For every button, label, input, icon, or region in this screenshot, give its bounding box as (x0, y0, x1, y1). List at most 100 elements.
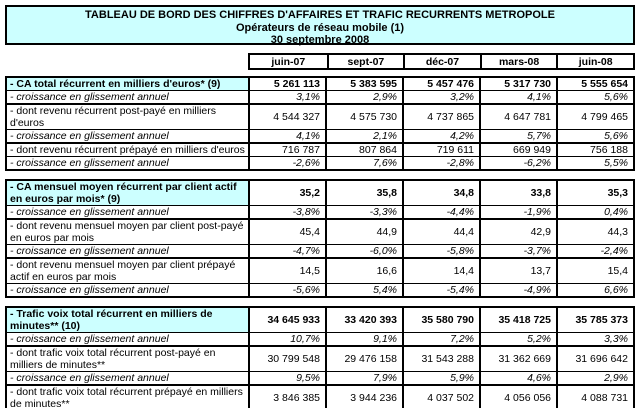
value-cell: 2,1% (325, 130, 402, 142)
row-label: - dont revenu mensuel moyen par client p… (10, 220, 244, 244)
row-label: - dont revenu récurrent prépayé en milli… (10, 144, 245, 156)
value-cell: 4,2% (402, 130, 479, 142)
value-cell: 669 949 (479, 144, 556, 156)
row-label: - croissance en glissement annuel (10, 130, 169, 142)
value-cell: 5 383 595 (325, 78, 402, 90)
value-cell: -2,8% (402, 157, 479, 169)
row-label: - dont trafic voix total récurrent post-… (10, 347, 216, 371)
value-cell: 44,9 (325, 220, 402, 244)
value-cell: 5,4% (325, 284, 402, 296)
column-header-juin-08: juin-08 (556, 55, 633, 68)
value-cell: 5,6% (556, 91, 633, 103)
value-cell: 7,6% (325, 157, 402, 169)
row-label: - croissance en glissement annuel (10, 206, 169, 218)
value-cell: 31 362 669 (479, 347, 556, 371)
value-cell: 5 555 654 (556, 78, 633, 90)
value-cell: 31 543 288 (402, 347, 479, 371)
value-cell: 3 944 236 (325, 386, 402, 408)
page-subtitle: Opérateurs de réseau mobile (1) (235, 21, 405, 34)
value-cell: 4,1% (248, 130, 325, 142)
value-cell: 4 544 327 (248, 105, 325, 129)
table-row: - Trafic voix total récurrent en millier… (7, 308, 633, 332)
value-cell: -1,9% (479, 206, 556, 218)
value-cell: 5,2% (479, 333, 556, 345)
value-cell: 10,7% (248, 333, 325, 345)
value-cell: 35 418 725 (479, 308, 556, 332)
row-label: - croissance en glissement annuel (10, 372, 169, 384)
value-cell: 4 088 731 (556, 386, 633, 408)
value-cell: 4 575 730 (325, 105, 402, 129)
table-row: - croissance en glissement annuel -3,8% -3… (7, 205, 633, 218)
row-label: - CA mensuel moyen récurrent par client … (7, 181, 248, 205)
table-row: - dont revenu mensuel moyen par client p… (7, 257, 633, 283)
row-label: - dont revenu récurrent post-payé en mil… (10, 105, 217, 129)
value-cell: 3,1% (248, 91, 325, 103)
value-cell: 4 647 781 (479, 105, 556, 129)
column-header-juin-07: juin-07 (271, 55, 306, 68)
value-cell: 35,8 (325, 181, 402, 205)
value-cell: 7,9% (325, 372, 402, 384)
value-cell: -5,6% (248, 284, 325, 296)
row-label: - croissance en glissement annuel (10, 245, 169, 257)
value-cell: 31 696 642 (556, 347, 633, 371)
value-cell: 2,9% (325, 91, 402, 103)
row-label: - CA total récurrent en milliers d'euros… (7, 78, 248, 90)
value-cell: 2,9% (556, 372, 633, 384)
table-row: - dont revenu récurrent prépayé en milli… (7, 142, 633, 156)
value-cell: -5,8% (402, 245, 479, 257)
value-cell: -6,0% (325, 245, 402, 257)
value-cell: 33,8 (479, 181, 556, 205)
section-table-1: - CA total récurrent en milliers d'euros… (5, 76, 635, 171)
value-cell: 4,6% (479, 372, 556, 384)
value-cell: 807 864 (325, 144, 402, 156)
table-row: - croissance en glissement annuel -2,6% 7,… (7, 156, 633, 169)
value-cell: 5 317 730 (479, 78, 556, 90)
value-cell: -2,4% (556, 245, 633, 257)
table-row: - croissance en glissement annuel 3,1% 2,9… (7, 90, 633, 103)
value-cell: 5,9% (402, 372, 479, 384)
title-banner: TABLEAU DE BORD DES CHIFFRES D'AFFAIRES … (5, 5, 635, 46)
value-cell: 6,6% (556, 284, 633, 296)
value-cell: -6,2% (479, 157, 556, 169)
column-header-sept-07: sept-07 (326, 55, 404, 68)
row-label: - croissance en glissement annuel (10, 157, 169, 169)
value-cell: 756 188 (556, 144, 633, 156)
value-cell: 35 785 373 (556, 308, 633, 332)
table-row: - croissance en glissement annuel 4,1% 2,1… (7, 129, 633, 142)
value-cell: 4 037 502 (402, 386, 479, 408)
value-cell: -2,6% (248, 157, 325, 169)
page-title: TABLEAU DE BORD DES CHIFFRES D'AFFAIRES … (85, 9, 555, 21)
value-cell: 15,4 (556, 259, 633, 283)
table-row: - CA total récurrent en milliers d'euros… (7, 78, 633, 90)
value-cell: 5,6% (556, 130, 633, 142)
row-label: - Trafic voix total récurrent en millier… (7, 308, 248, 332)
value-cell: 35,3 (556, 181, 633, 205)
table-row: - dont revenu mensuel moyen par client p… (7, 218, 633, 244)
value-cell: 34 645 933 (248, 308, 325, 332)
table-row: - croissance en glissement annuel 9,5% 7,9… (7, 371, 633, 384)
row-label: - croissance en glissement annuel (10, 284, 169, 296)
value-cell: 719 611 (402, 144, 479, 156)
value-cell: 5,7% (479, 130, 556, 142)
value-cell: 0,4% (556, 206, 633, 218)
value-cell: 33 420 393 (325, 308, 402, 332)
value-cell: -5,4% (402, 284, 479, 296)
value-cell: 44,3 (556, 220, 633, 244)
value-cell: 35 580 790 (402, 308, 479, 332)
value-cell: 4 799 465 (556, 105, 633, 129)
table-row: - CA mensuel moyen récurrent par client … (7, 181, 633, 205)
value-cell: 14,5 (248, 259, 325, 283)
value-cell: 3,2% (402, 91, 479, 103)
value-cell: -4,4% (402, 206, 479, 218)
value-cell: 4,1% (479, 91, 556, 103)
section-table-3: - Trafic voix total récurrent en millier… (5, 306, 635, 408)
column-header-mars-08: mars-08 (479, 55, 557, 68)
row-label: - croissance en glissement annuel (10, 91, 169, 103)
value-cell: 5 261 113 (248, 78, 325, 90)
value-cell: 7,2% (402, 333, 479, 345)
column-header-dec-07: déc-07 (403, 55, 480, 68)
sections: - CA total récurrent en milliers d'euros… (5, 76, 635, 408)
value-cell: -3,7% (479, 245, 556, 257)
table-row: - dont trafic voix total récurrent prépa… (7, 384, 633, 408)
